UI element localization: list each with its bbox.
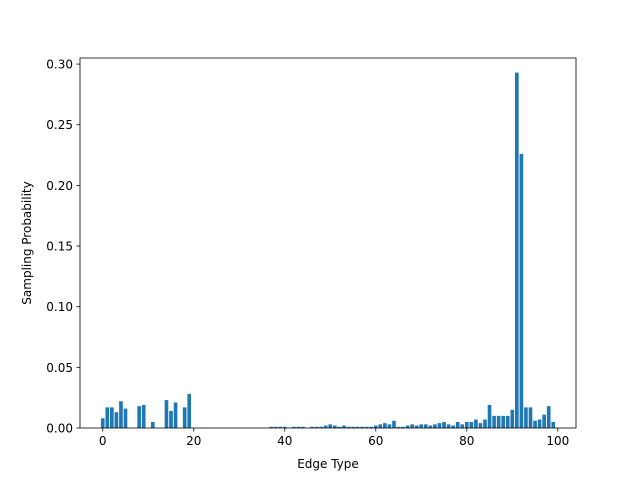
bar-edge-type-63 xyxy=(387,424,392,428)
bar-edge-type-8 xyxy=(137,406,141,428)
x-tick-label: 60 xyxy=(368,434,383,448)
bar-edge-type-2 xyxy=(110,407,114,428)
bar-edge-type-83 xyxy=(478,423,483,428)
y-axis-label: Sampling Probability xyxy=(20,181,34,304)
bar-edge-type-78 xyxy=(455,421,460,428)
bar-edge-type-74 xyxy=(437,423,442,428)
x-tick-label: 0 xyxy=(99,434,107,448)
bar-edge-type-84 xyxy=(483,419,487,428)
y-tick-label: 0.20 xyxy=(46,179,73,193)
bar-edge-type-66 xyxy=(401,426,405,428)
bar-edge-type-59 xyxy=(369,426,374,428)
bar-edge-type-91 xyxy=(515,72,519,428)
bar-edge-type-3 xyxy=(114,412,119,428)
x-tick-label: 100 xyxy=(546,434,569,448)
bar-edge-type-52 xyxy=(337,426,342,428)
bar-edge-type-0 xyxy=(100,418,105,428)
plot-background xyxy=(80,58,576,428)
bar-edge-type-67 xyxy=(405,425,410,428)
bar-edge-type-92 xyxy=(519,153,524,428)
bar-edge-type-95 xyxy=(533,420,537,428)
y-tick-label: 0.25 xyxy=(46,118,73,132)
bar-edge-type-70 xyxy=(419,424,424,428)
bar-edge-type-1 xyxy=(105,407,110,428)
bar-edge-type-65 xyxy=(396,426,401,428)
y-tick-label: 0.00 xyxy=(46,422,73,436)
bar-edge-type-4 xyxy=(119,401,123,428)
bar-edge-type-18 xyxy=(182,407,187,428)
y-axis-ticks: 0.00 0.05 0.10 0.15 0.20 0.25 0.30 xyxy=(46,58,80,436)
bar-edge-type-85 xyxy=(487,404,492,428)
bar-edge-type-44 xyxy=(301,426,305,428)
bar-edge-type-89 xyxy=(505,415,510,428)
bars-group xyxy=(100,72,556,428)
bar-edge-type-37 xyxy=(269,426,273,428)
bar-edge-type-9 xyxy=(141,404,146,428)
y-tick-label: 0.15 xyxy=(46,240,73,254)
bar-edge-type-90 xyxy=(510,409,515,428)
bar-edge-type-42 xyxy=(292,426,296,428)
bar-edge-type-14 xyxy=(164,400,169,428)
y-tick-label: 0.05 xyxy=(46,361,73,375)
bar-edge-type-80 xyxy=(464,421,469,428)
bar-edge-type-68 xyxy=(410,424,414,428)
bar-edge-type-54 xyxy=(346,426,351,428)
plot-frame xyxy=(79,57,577,429)
bar-edge-type-39 xyxy=(278,426,283,428)
bar-edge-type-61 xyxy=(378,424,383,428)
bar-edge-type-87 xyxy=(496,415,501,428)
bar-edge-type-75 xyxy=(442,421,446,428)
bar-edge-type-79 xyxy=(460,424,465,428)
bar-edge-type-56 xyxy=(355,426,360,428)
bar-edge-type-53 xyxy=(342,425,346,428)
bar-edge-type-40 xyxy=(282,426,287,428)
bar-edge-type-19 xyxy=(187,394,192,428)
bar-edge-type-93 xyxy=(524,407,528,428)
bar-edge-type-60 xyxy=(373,425,378,428)
x-tick-label: 20 xyxy=(186,434,201,448)
bar-edge-type-97 xyxy=(542,414,546,428)
bar-edge-type-49 xyxy=(323,425,328,428)
bar-edge-type-11 xyxy=(150,421,155,428)
bar-edge-type-81 xyxy=(469,421,474,428)
x-axis-ticks: 0 20 40 60 80 100 xyxy=(99,428,569,448)
bar-edge-type-46 xyxy=(310,426,314,428)
bar-edge-type-72 xyxy=(428,425,433,428)
y-tick-label: 0.30 xyxy=(46,58,73,72)
bar-edge-type-50 xyxy=(328,424,333,428)
x-axis-label: Edge Type xyxy=(297,457,359,471)
bar-edge-type-99 xyxy=(551,421,556,428)
bar-edge-type-86 xyxy=(492,415,496,428)
bar-edge-type-88 xyxy=(501,415,506,428)
bar-edge-type-38 xyxy=(273,426,278,428)
bar-edge-type-73 xyxy=(433,424,437,428)
bar-edge-type-64 xyxy=(392,420,396,428)
y-tick-label: 0.10 xyxy=(46,300,73,314)
bar-edge-type-76 xyxy=(446,424,451,428)
bar-edge-type-77 xyxy=(451,425,455,428)
bar-edge-type-47 xyxy=(314,426,319,428)
bar-edge-type-94 xyxy=(528,407,533,428)
bar-edge-type-55 xyxy=(351,426,355,428)
bar-edge-type-71 xyxy=(424,424,428,428)
bar-edge-type-16 xyxy=(173,402,178,428)
bar-edge-type-62 xyxy=(383,423,387,428)
bar-edge-type-5 xyxy=(123,408,128,428)
x-tick-label: 40 xyxy=(277,434,292,448)
bar-edge-type-96 xyxy=(537,419,542,428)
bar-edge-type-82 xyxy=(474,419,478,428)
bar-edge-type-58 xyxy=(364,426,369,428)
bar-edge-type-98 xyxy=(546,406,551,428)
bar-edge-type-15 xyxy=(169,411,173,428)
bar-edge-type-48 xyxy=(319,426,323,428)
bar-edge-type-43 xyxy=(296,426,301,428)
bar-edge-type-69 xyxy=(414,425,419,428)
x-tick-label: 80 xyxy=(459,434,474,448)
bar-edge-type-57 xyxy=(360,426,364,428)
bar-edge-type-51 xyxy=(333,425,337,428)
